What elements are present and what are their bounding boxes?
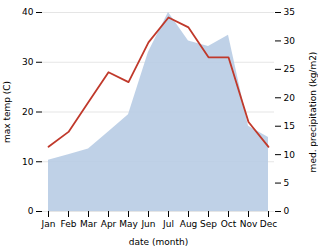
svg-text:20: 20 <box>284 93 296 103</box>
svg-text:Jan: Jan <box>41 219 56 229</box>
svg-text:Aug: Aug <box>180 219 198 229</box>
svg-text:May: May <box>119 219 138 229</box>
svg-text:20: 20 <box>22 107 34 117</box>
svg-text:25: 25 <box>284 64 295 74</box>
svg-text:Nov: Nov <box>240 219 258 229</box>
svg-text:35: 35 <box>284 7 295 17</box>
svg-text:5: 5 <box>284 178 290 188</box>
svg-text:Oct: Oct <box>221 219 237 229</box>
svg-text:Dec: Dec <box>260 219 277 229</box>
svg-text:Sep: Sep <box>200 219 217 229</box>
svg-text:10: 10 <box>284 150 296 160</box>
svg-text:0: 0 <box>284 206 290 216</box>
svg-text:15: 15 <box>284 121 295 131</box>
svg-text:max temp (C): max temp (C) <box>2 81 12 143</box>
svg-text:med. precipitation (kg/m2): med. precipitation (kg/m2) <box>308 52 318 173</box>
svg-text:Apr: Apr <box>101 219 117 229</box>
svg-text:Jun: Jun <box>140 219 155 229</box>
svg-text:0: 0 <box>28 206 34 216</box>
svg-text:40: 40 <box>22 7 34 17</box>
svg-text:Jul: Jul <box>162 219 174 229</box>
svg-text:date (month): date (month) <box>129 237 188 247</box>
svg-text:Feb: Feb <box>61 219 77 229</box>
svg-text:30: 30 <box>22 57 34 67</box>
svg-text:Mar: Mar <box>80 219 97 229</box>
svg-text:10: 10 <box>22 157 34 167</box>
svg-text:30: 30 <box>284 36 296 46</box>
